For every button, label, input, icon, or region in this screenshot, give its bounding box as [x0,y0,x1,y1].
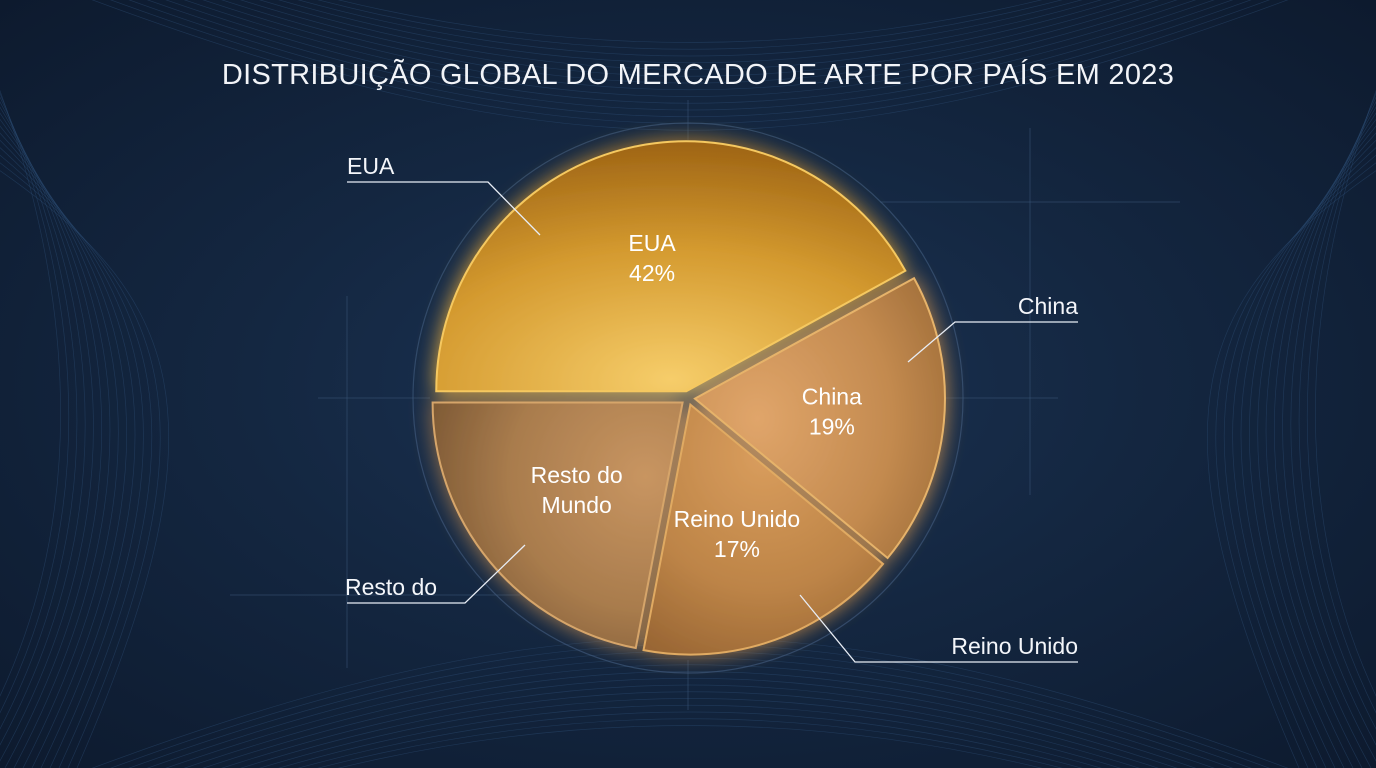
background-wave-line [0,125,119,768]
background-wave-line [278,0,1102,64]
background-wave-line [1265,118,1376,768]
background-wave-line [221,684,1159,768]
background-wave-line [317,0,1063,50]
background-wave-line [0,132,127,768]
pie-callouts: EUA China Reino Unido Resto do [345,153,1078,663]
slice-label-line: EUA [628,230,676,256]
callout-resto-do-mundo-label: Resto do [345,574,437,600]
background-wave-line [165,664,1215,768]
background-wave-line [0,154,153,768]
background-wave-line [1232,147,1376,768]
background-wave-line [0,101,86,746]
background-wave-line [0,170,170,768]
slice-label: EUA 42% [628,230,676,286]
background-wave-line [202,677,1178,768]
background-wave-line [0,106,94,762]
background-wave-line [1290,101,1376,746]
callout-china-label: China [1018,293,1078,319]
background-wave-line [0,112,103,768]
background-wave-line [0,118,111,768]
background-wave-line [91,637,1289,768]
callout-reino-unido-leader [799,594,1078,663]
background-wave-line [1257,125,1376,768]
background-wave-line [146,657,1234,768]
pie-slice-eua [435,140,907,393]
background-wave-line [1240,139,1376,768]
background-wave-line [183,0,1197,97]
background-wave-line [1206,170,1376,768]
pie-slice-labels: EUA 42% China 19% Reino Unido 17% Resto do Mund… [531,230,862,562]
background-wave-line [1223,154,1376,768]
background-wave-line [1215,162,1376,768]
slice-label-line: 17% [714,536,760,562]
callout-china-leader [907,321,1078,363]
outer-ring [412,122,964,674]
chart-title: DISTRIBUIÇÃO GLOBAL DO MERCADO DE ARTE P… [222,57,1174,91]
background-wave-line [258,0,1122,70]
background-wave-line [110,644,1270,768]
callout-eua-label: EUA [347,153,395,179]
background-wave-line [165,0,1215,104]
background-wave-line [1249,132,1376,768]
background-wave-line [337,0,1043,43]
background-wave-line [1315,90,1376,697]
background-wave-line [0,147,144,768]
slice-label-line: China [802,384,862,410]
background-wave-line [0,92,70,714]
slice-label: Reino Unido 17% [674,506,801,562]
background-guide-lines [230,100,1180,710]
background-wave-line [317,718,1063,768]
pie-slice-china [693,276,946,560]
slice-label-line: Mundo [541,492,611,518]
background-wave-line [1306,92,1376,714]
background-wave-line [297,711,1083,768]
background-wave-line [258,698,1122,768]
pie-slice-resto-do-mundo [431,401,684,650]
callout-resto-do-mundo-leader [347,544,526,604]
callout-reino-unido-label: Reino Unido [951,633,1078,659]
background-wave-line [128,0,1252,118]
background-wave-line [0,162,161,768]
background-wave-line [0,90,61,697]
background-wave-line [278,704,1102,768]
background-wave-line [337,725,1043,768]
background-wave-line [1298,96,1376,730]
background-wave-line [146,0,1234,111]
background-wave-line [297,0,1083,57]
background-wave-line [1282,106,1376,762]
slice-label: China 19% [802,384,862,440]
background-wave-line [202,0,1178,91]
background-wave-line [1273,112,1376,768]
slice-label-line: 42% [629,260,675,286]
slice-label-line: Reino Unido [674,506,801,532]
pie-slice-reino-unido [642,402,885,656]
background-wave-line [183,671,1197,768]
background-wave-line [0,96,78,730]
pie-slices [431,140,946,656]
callout-eua-leader [347,181,541,236]
background-wave-line [91,0,1289,131]
slice-label-line: 19% [809,414,855,440]
slice-label: Resto do Mundo [531,462,623,518]
background-wave-line [240,0,1140,77]
background-wave-line [0,139,136,768]
background-wave-line [221,0,1159,84]
slice-label-line: Resto do [531,462,623,488]
background-wave-line [240,691,1140,768]
